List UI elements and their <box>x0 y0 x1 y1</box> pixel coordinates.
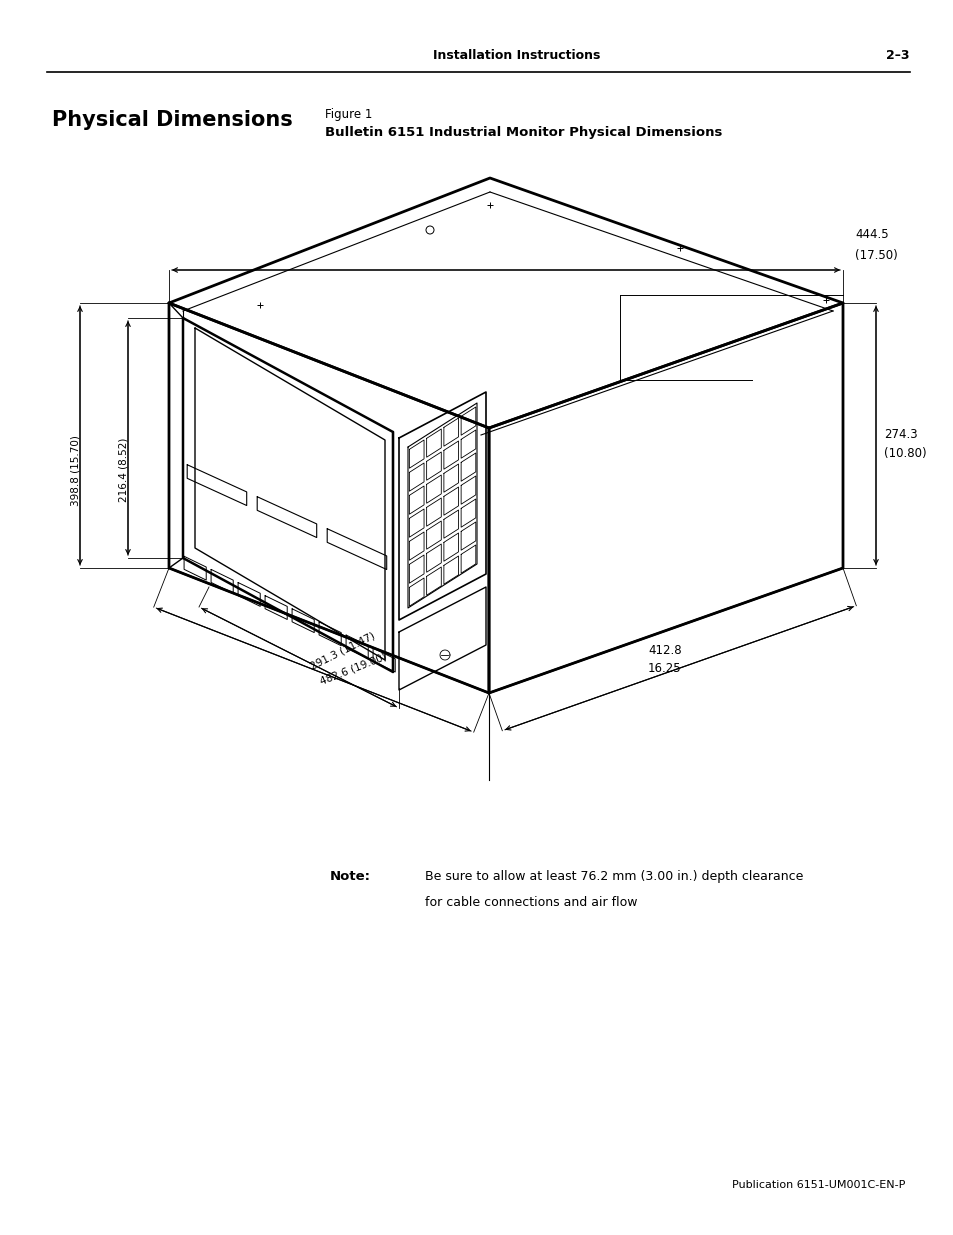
Text: Physical Dimensions: Physical Dimensions <box>52 110 293 130</box>
Text: 2–3: 2–3 <box>885 49 909 62</box>
Text: Note:: Note: <box>330 869 371 883</box>
Text: 216.4 (8.52): 216.4 (8.52) <box>118 438 128 503</box>
Text: 398.8 (15.70): 398.8 (15.70) <box>70 435 80 506</box>
Text: (17.50): (17.50) <box>854 248 897 262</box>
Text: (10.80): (10.80) <box>883 447 925 459</box>
Text: for cable connections and air flow: for cable connections and air flow <box>424 897 637 909</box>
Text: Publication 6151-UM001C-EN-P: Publication 6151-UM001C-EN-P <box>731 1179 904 1191</box>
Text: 444.5: 444.5 <box>854 228 887 242</box>
Text: 482.6 (19.00): 482.6 (19.00) <box>318 652 388 687</box>
Text: 412.8: 412.8 <box>647 643 680 657</box>
Text: Bulletin 6151 Industrial Monitor Physical Dimensions: Bulletin 6151 Industrial Monitor Physica… <box>325 126 721 140</box>
Text: 291.3 (11.47): 291.3 (11.47) <box>309 631 376 672</box>
Text: 16.25: 16.25 <box>647 662 680 674</box>
Text: 274.3: 274.3 <box>883 429 917 441</box>
Text: Be sure to allow at least 76.2 mm (3.00 in.) depth clearance: Be sure to allow at least 76.2 mm (3.00 … <box>424 869 802 883</box>
Text: Installation Instructions: Installation Instructions <box>432 49 599 62</box>
Text: Figure 1: Figure 1 <box>325 107 372 121</box>
